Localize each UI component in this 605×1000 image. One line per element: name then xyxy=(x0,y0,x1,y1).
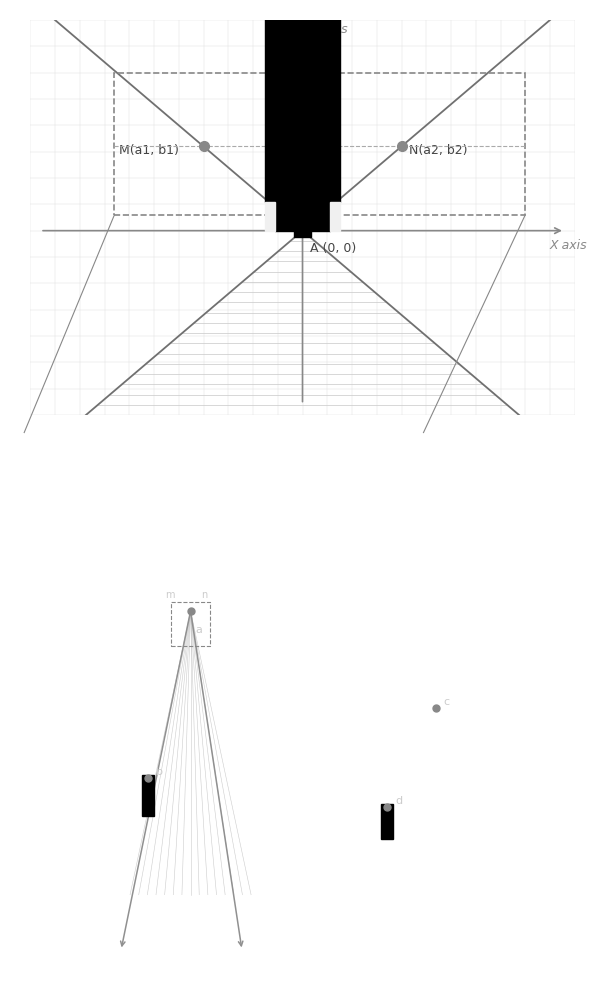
Ellipse shape xyxy=(378,573,590,912)
Bar xyxy=(171,602,211,646)
Ellipse shape xyxy=(0,513,165,832)
Text: d: d xyxy=(395,796,402,806)
Text: c: c xyxy=(443,697,450,707)
Text: b: b xyxy=(156,767,163,777)
Text: Y axis: Y axis xyxy=(312,23,348,36)
Text: X axis: X axis xyxy=(550,239,587,252)
Polygon shape xyxy=(293,231,312,237)
Text: m: m xyxy=(165,590,175,600)
Polygon shape xyxy=(381,804,393,839)
Polygon shape xyxy=(142,775,154,816)
Bar xyxy=(114,73,525,215)
Polygon shape xyxy=(330,202,339,231)
Text: N(a2, b2): N(a2, b2) xyxy=(409,144,468,157)
Ellipse shape xyxy=(131,562,280,818)
Text: a: a xyxy=(195,625,202,635)
Text: M(a1, b1): M(a1, b1) xyxy=(119,144,179,157)
Polygon shape xyxy=(275,202,330,231)
Text: A (0, 0): A (0, 0) xyxy=(310,242,356,255)
Ellipse shape xyxy=(284,643,417,889)
Polygon shape xyxy=(266,202,275,231)
Polygon shape xyxy=(266,9,339,202)
Text: n: n xyxy=(201,590,208,600)
